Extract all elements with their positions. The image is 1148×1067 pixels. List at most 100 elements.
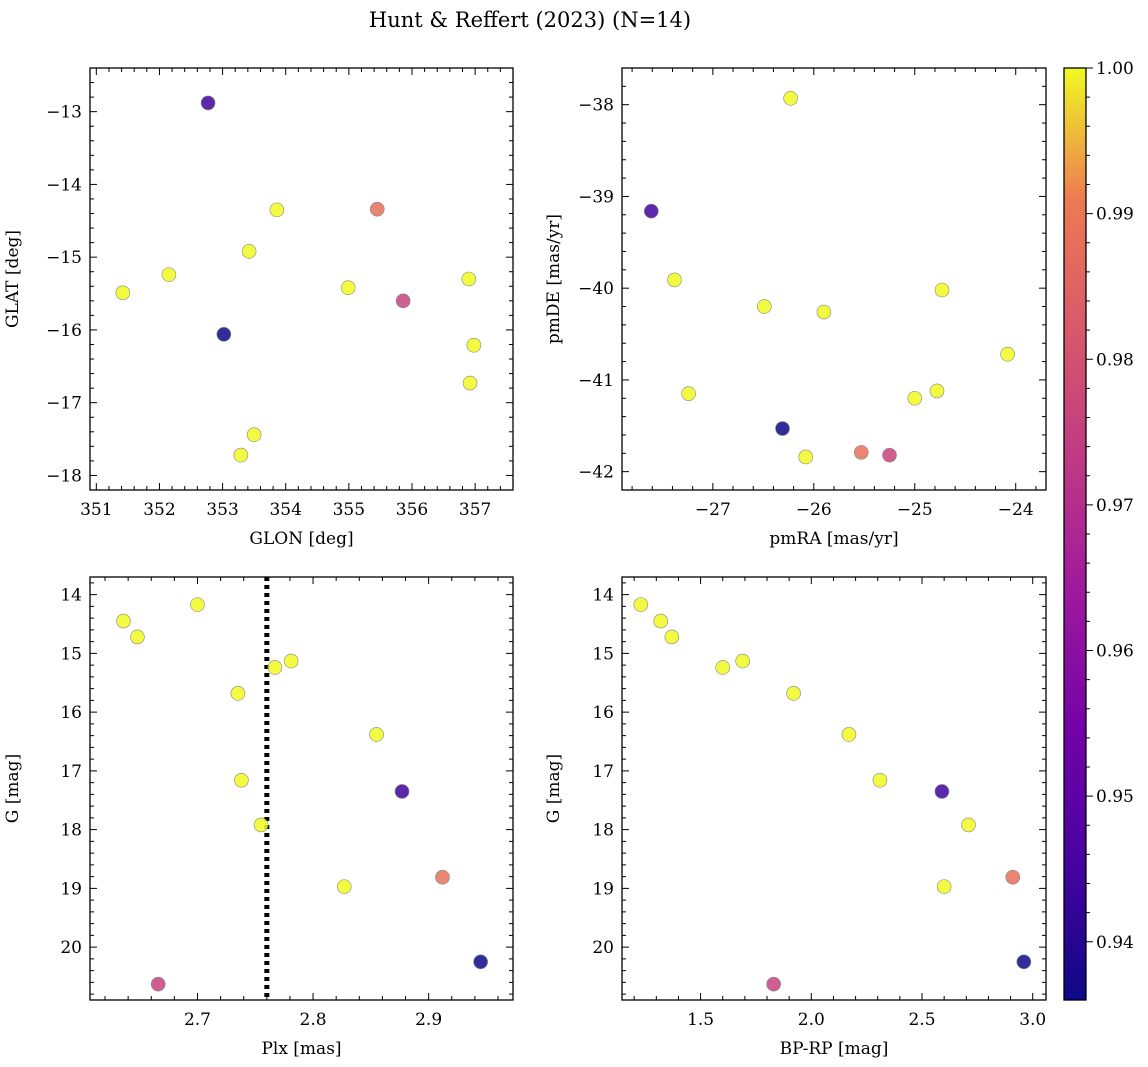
data-point bbox=[936, 879, 952, 894]
data-point bbox=[1016, 954, 1032, 970]
y-tick-label: −41 bbox=[578, 371, 614, 391]
data-point bbox=[234, 772, 249, 788]
y-tick-label: 14 bbox=[60, 586, 82, 606]
x-tick-label: 2.7 bbox=[184, 1010, 211, 1030]
y-tick-label: 20 bbox=[592, 938, 614, 958]
colorbar-tick-label: 0.96 bbox=[1096, 642, 1134, 662]
data-point bbox=[934, 784, 950, 799]
x-tick-label: 2.8 bbox=[300, 1010, 327, 1030]
data-point bbox=[116, 613, 131, 629]
data-point bbox=[715, 660, 731, 675]
x-tick-label: 356 bbox=[396, 500, 428, 520]
data-point bbox=[798, 449, 814, 465]
data-point bbox=[653, 613, 669, 629]
colorbar: 0.94 0.95 0.96 0.97 0.98 0.99 1.00 bbox=[1063, 59, 1134, 1001]
data-point bbox=[230, 686, 246, 701]
data-point bbox=[961, 817, 976, 833]
data-point bbox=[786, 686, 801, 701]
y-tick-label: 15 bbox=[592, 644, 614, 664]
y-tick-label: −39 bbox=[578, 187, 614, 207]
x-tick-label: 352 bbox=[143, 500, 175, 520]
panel-plx-g: 2.7 2.8 2.9 14 15 16 17 18 19 20 Plx [mas] G [mag] bbox=[3, 576, 514, 1059]
x-axis-label: BP-RP [mag] bbox=[780, 1039, 889, 1059]
data-point bbox=[775, 421, 790, 436]
x-tick-label: 353 bbox=[206, 500, 238, 520]
y-tick-label: 14 bbox=[592, 586, 614, 606]
data-point bbox=[664, 629, 680, 645]
data-point bbox=[435, 869, 450, 885]
figure-title: Hunt & Reffert (2023) (N=14) bbox=[369, 8, 691, 32]
x-tick-label: 354 bbox=[269, 500, 301, 520]
data-point bbox=[667, 272, 682, 288]
data-point bbox=[190, 597, 205, 612]
y-tick-label: 17 bbox=[60, 762, 82, 782]
data-point bbox=[1000, 346, 1015, 362]
data-point bbox=[130, 629, 145, 645]
data-point bbox=[735, 653, 750, 669]
data-point bbox=[336, 879, 352, 894]
data-point bbox=[1005, 869, 1021, 885]
data-point bbox=[473, 954, 488, 970]
y-tick-label: −14 bbox=[46, 175, 82, 195]
data-point bbox=[816, 304, 832, 320]
data-point bbox=[929, 383, 945, 399]
data-point bbox=[461, 271, 477, 287]
data-point bbox=[757, 299, 772, 314]
x-axis-label: Plx [mas] bbox=[261, 1039, 341, 1059]
x-tick-label: −26 bbox=[796, 500, 832, 520]
y-tick-label: −16 bbox=[46, 321, 82, 341]
x-tick-label: 2.9 bbox=[415, 1010, 442, 1030]
y-tick-label: −18 bbox=[46, 466, 82, 486]
x-tick-label: −27 bbox=[695, 500, 731, 520]
data-point bbox=[267, 660, 283, 675]
data-point bbox=[783, 90, 798, 106]
data-point bbox=[394, 784, 410, 799]
data-point bbox=[340, 280, 356, 296]
panel-bprp-g: 1.5 2.0 2.5 3.0 14 15 16 17 18 19 20 BP-RP [mag] G [… bbox=[544, 576, 1047, 1059]
data-point bbox=[907, 390, 923, 406]
data-point bbox=[934, 282, 950, 298]
data-point bbox=[253, 817, 269, 833]
colorbar-tick-label: 0.98 bbox=[1096, 350, 1134, 370]
y-axis-label: G [mag] bbox=[3, 754, 23, 823]
data-point bbox=[115, 285, 131, 301]
data-point bbox=[462, 375, 478, 391]
data-point bbox=[241, 244, 257, 259]
axes-frame bbox=[621, 576, 1047, 1001]
x-tick-label: −25 bbox=[897, 500, 933, 520]
data-point bbox=[216, 326, 232, 342]
data-point bbox=[395, 293, 411, 309]
colorbar-tick-label: 0.99 bbox=[1096, 205, 1134, 225]
data-point bbox=[466, 337, 482, 353]
y-axis-label: GLAT [deg] bbox=[3, 230, 23, 328]
y-tick-label: −42 bbox=[578, 463, 614, 483]
colorbar-tick-label: 0.94 bbox=[1096, 933, 1134, 953]
y-tick-label: 16 bbox=[60, 703, 82, 723]
y-tick-label: 18 bbox=[592, 821, 614, 841]
y-tick-label: −40 bbox=[578, 279, 614, 299]
y-tick-label: 20 bbox=[60, 938, 82, 958]
y-tick-label: 19 bbox=[592, 879, 614, 899]
data-point bbox=[233, 447, 249, 463]
y-axis-label: G [mag] bbox=[544, 754, 564, 823]
data-point bbox=[161, 267, 177, 282]
data-point bbox=[246, 427, 262, 443]
data-point bbox=[200, 95, 216, 111]
data-point bbox=[369, 201, 385, 217]
data-point bbox=[766, 976, 781, 992]
colorbar-tick-label: 1.00 bbox=[1096, 59, 1134, 79]
x-tick-label: 351 bbox=[80, 500, 112, 520]
data-point bbox=[681, 386, 696, 401]
data-point bbox=[283, 653, 299, 669]
data-point bbox=[872, 772, 888, 788]
data-point bbox=[841, 727, 857, 742]
y-tick-label: 19 bbox=[60, 879, 82, 899]
data-point bbox=[633, 597, 649, 612]
x-tick-label: −24 bbox=[998, 500, 1034, 520]
y-tick-label: 15 bbox=[60, 644, 82, 664]
y-tick-label: −17 bbox=[46, 394, 82, 414]
x-tick-label: 2.0 bbox=[798, 1010, 825, 1030]
x-tick-label: 3.0 bbox=[1019, 1010, 1046, 1030]
data-point bbox=[882, 447, 897, 463]
